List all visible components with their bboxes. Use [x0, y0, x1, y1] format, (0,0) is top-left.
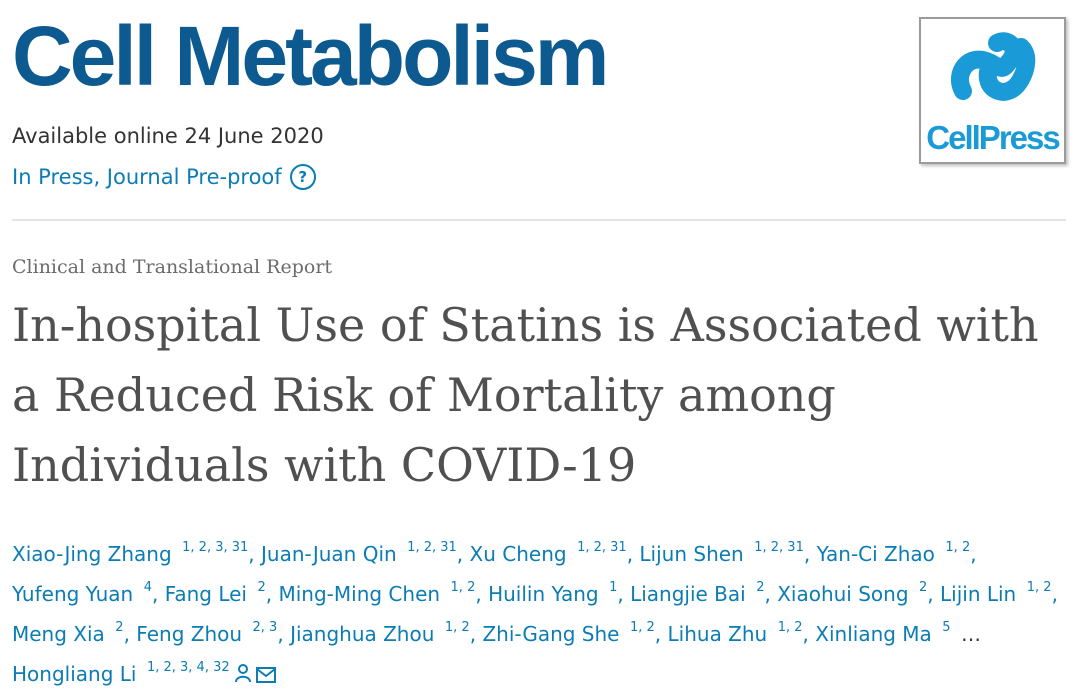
- article-type: Clinical and Translational Report: [12, 256, 333, 278]
- author-separator: ,: [927, 582, 941, 606]
- question-circle-icon[interactable]: ?: [289, 164, 316, 190]
- author-separator: ,: [265, 582, 279, 606]
- author-affiliations[interactable]: 1, 2, 3, 31: [178, 540, 249, 556]
- author-name[interactable]: Juan-Juan Qin: [261, 542, 397, 566]
- author-name[interactable]: Lijin Lin: [940, 582, 1017, 606]
- author-affiliations[interactable]: 1, 2: [440, 620, 470, 636]
- author-affiliations[interactable]: 1, 2, 31: [403, 540, 457, 556]
- author-link[interactable]: Ming-Ming Chen 1, 2: [278, 580, 476, 606]
- author-name[interactable]: Lihua Zhu: [667, 622, 768, 646]
- author-name[interactable]: Ming-Ming Chen: [278, 582, 441, 606]
- available-online-date: Available online 24 June 2020: [12, 124, 324, 148]
- author-link[interactable]: Jianghua Zhou 1, 2: [290, 620, 470, 646]
- person-icon[interactable]: [234, 656, 252, 696]
- author-separator: ,: [475, 582, 489, 606]
- author-link[interactable]: Meng Xia 2: [12, 620, 124, 646]
- author-affiliations[interactable]: 2: [914, 580, 928, 596]
- author-affiliations[interactable]: 2: [253, 580, 266, 596]
- author-separator: ,: [1051, 582, 1058, 606]
- author-separator: ,: [764, 582, 778, 606]
- author-separator: ,: [456, 542, 470, 566]
- header-divider: [12, 219, 1066, 221]
- author-link[interactable]: Lijin Lin 1, 2: [940, 580, 1052, 606]
- author-separator: ,: [626, 542, 640, 566]
- author-link[interactable]: Hongliang Li 1, 2, 3, 4, 32: [12, 660, 230, 686]
- author-link[interactable]: Xu Cheng 1, 2, 31: [469, 540, 627, 566]
- cellpress-wordmark: CellPress: [926, 119, 1060, 156]
- author-affiliations[interactable]: 1, 2: [941, 540, 971, 556]
- author-name[interactable]: Feng Zhou: [136, 622, 243, 646]
- author-separator: ,: [277, 622, 291, 646]
- author-name[interactable]: Meng Xia: [12, 622, 105, 646]
- author-affiliations[interactable]: 4: [139, 580, 152, 596]
- author-separator: ,: [803, 542, 817, 566]
- author-name[interactable]: Huilin Yang: [488, 582, 599, 606]
- author-name[interactable]: Yan-Ci Zhao: [816, 542, 935, 566]
- journal-title[interactable]: Cell Metabolism: [12, 9, 609, 103]
- author-link[interactable]: Feng Zhou 2, 3: [136, 620, 278, 646]
- author-separator: ,: [248, 542, 261, 566]
- author-name[interactable]: Yufeng Yuan: [12, 582, 134, 606]
- more-authors-ellipsis[interactable]: …: [960, 622, 981, 646]
- author-name[interactable]: Lijun Shen: [639, 542, 744, 566]
- author-separator: ,: [469, 622, 483, 646]
- author-link[interactable]: Yan-Ci Zhao 1, 2: [816, 540, 971, 566]
- author-name[interactable]: Jianghua Zhou: [290, 622, 435, 646]
- author-link[interactable]: Juan-Juan Qin 1, 2, 31: [261, 540, 457, 566]
- author-separator: ,: [970, 542, 977, 566]
- author-name[interactable]: Fang Lei: [164, 582, 247, 606]
- author-affiliations[interactable]: 1, 2, 3, 4, 32: [142, 660, 230, 676]
- publication-status[interactable]: In Press, Journal Pre-proof ?: [12, 164, 316, 190]
- author-affiliations[interactable]: 1, 2: [446, 580, 476, 596]
- author-affiliations[interactable]: 1, 2: [773, 620, 803, 636]
- author-affiliations[interactable]: 1, 2: [625, 620, 655, 636]
- author-name[interactable]: Liangjie Bai: [630, 582, 746, 606]
- author-link[interactable]: Xiao-Jing Zhang 1, 2, 3, 31: [12, 540, 249, 566]
- envelope-icon[interactable]: [255, 656, 276, 696]
- author-link[interactable]: Liangjie Bai 2: [630, 580, 765, 606]
- author-name[interactable]: Hongliang Li: [12, 662, 137, 686]
- article-title: In-hospital Use of Statins is Associated…: [12, 298, 1039, 492]
- author-affiliations[interactable]: 1, 2, 31: [750, 540, 804, 556]
- author-link[interactable]: Huilin Yang 1: [488, 580, 618, 606]
- author-affiliations[interactable]: 2, 3: [248, 620, 278, 636]
- author-affiliations[interactable]: 2: [752, 580, 765, 596]
- author-affiliations[interactable]: 5: [938, 620, 951, 636]
- author-link[interactable]: Zhi-Gang She 1, 2: [482, 620, 655, 646]
- author-affiliations[interactable]: 1, 2: [1022, 580, 1052, 596]
- author-name[interactable]: Xiaohui Song: [777, 582, 909, 606]
- author-separator: ,: [802, 622, 816, 646]
- cellpress-logo[interactable]: CellPress: [919, 17, 1066, 164]
- author-link[interactable]: Xiaohui Song 2: [777, 580, 928, 606]
- author-affiliations[interactable]: 2: [111, 620, 124, 636]
- author-separator: ,: [617, 582, 631, 606]
- author-affiliations[interactable]: 1: [604, 580, 618, 596]
- author-name[interactable]: Xiao-Jing Zhang: [12, 542, 172, 566]
- status-label[interactable]: In Press, Journal Pre-proof: [12, 165, 282, 189]
- author-separator: ,: [123, 622, 137, 646]
- author-name[interactable]: Zhi-Gang She: [482, 622, 620, 646]
- author-affiliations[interactable]: 1, 2, 31: [572, 540, 627, 556]
- author-link[interactable]: Xinliang Ma 5: [815, 620, 951, 646]
- author-separator: ,: [151, 582, 165, 606]
- author-link[interactable]: Fang Lei 2: [164, 580, 266, 606]
- author-link[interactable]: Yufeng Yuan 4: [12, 580, 152, 606]
- author-name[interactable]: Xinliang Ma: [815, 622, 932, 646]
- author-name[interactable]: Xu Cheng: [469, 542, 567, 566]
- author-list: Xiao-Jing Zhang 1, 2, 3, 31, Juan-Juan Q…: [12, 534, 1070, 696]
- author-link[interactable]: Lijun Shen 1, 2, 31: [639, 540, 804, 566]
- cellpress-emblem-icon: [951, 32, 1036, 101]
- author-link[interactable]: Lihua Zhu 1, 2: [667, 620, 803, 646]
- author-separator: ,: [654, 622, 668, 646]
